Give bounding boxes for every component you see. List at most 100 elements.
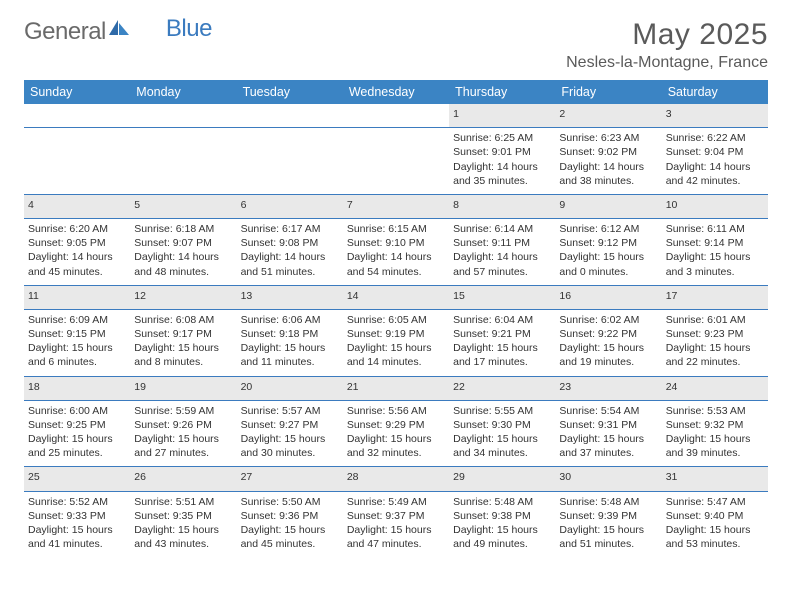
- day-number-cell: 24: [662, 376, 768, 400]
- day-detail-cell: Sunrise: 5:59 AMSunset: 9:26 PMDaylight:…: [130, 400, 236, 467]
- brand-logo: General Blue: [24, 18, 212, 46]
- daylight-text: Daylight: 15 hours and 19 minutes.: [559, 341, 657, 369]
- day-detail-cell: Sunrise: 5:49 AMSunset: 9:37 PMDaylight:…: [343, 491, 449, 557]
- daylight-text: Daylight: 14 hours and 48 minutes.: [134, 250, 232, 278]
- sunset-text: Sunset: 9:17 PM: [134, 327, 232, 341]
- sunrise-text: Sunrise: 6:00 AM: [28, 404, 126, 418]
- day-detail-cell: Sunrise: 6:08 AMSunset: 9:17 PMDaylight:…: [130, 309, 236, 376]
- day-number-cell: 31: [662, 467, 768, 491]
- sunset-text: Sunset: 9:35 PM: [134, 509, 232, 523]
- sunset-text: Sunset: 9:22 PM: [559, 327, 657, 341]
- day-number-cell: 28: [343, 467, 449, 491]
- sunrise-text: Sunrise: 6:08 AM: [134, 313, 232, 327]
- sunrise-text: Sunrise: 6:11 AM: [666, 222, 764, 236]
- day-detail-cell: Sunrise: 6:23 AMSunset: 9:02 PMDaylight:…: [555, 128, 661, 195]
- day-detail-cell: Sunrise: 6:04 AMSunset: 9:21 PMDaylight:…: [449, 309, 555, 376]
- sunset-text: Sunset: 9:05 PM: [28, 236, 126, 250]
- sunrise-text: Sunrise: 6:14 AM: [453, 222, 551, 236]
- daylight-text: Daylight: 15 hours and 49 minutes.: [453, 523, 551, 551]
- daynum-row: 45678910: [24, 194, 768, 218]
- sunset-text: Sunset: 9:11 PM: [453, 236, 551, 250]
- sunrise-text: Sunrise: 6:15 AM: [347, 222, 445, 236]
- day-number-cell: 22: [449, 376, 555, 400]
- sunset-text: Sunset: 9:19 PM: [347, 327, 445, 341]
- sunset-text: Sunset: 9:40 PM: [666, 509, 764, 523]
- sunrise-text: Sunrise: 5:54 AM: [559, 404, 657, 418]
- sunrise-text: Sunrise: 5:48 AM: [559, 495, 657, 509]
- day-number-cell: 8: [449, 194, 555, 218]
- day-number-cell: 21: [343, 376, 449, 400]
- daynum-row: 25262728293031: [24, 467, 768, 491]
- daylight-text: Daylight: 15 hours and 32 minutes.: [347, 432, 445, 460]
- day-detail-cell: Sunrise: 6:02 AMSunset: 9:22 PMDaylight:…: [555, 309, 661, 376]
- daylight-text: Daylight: 14 hours and 54 minutes.: [347, 250, 445, 278]
- daylight-text: Daylight: 15 hours and 34 minutes.: [453, 432, 551, 460]
- day-detail-cell: [343, 128, 449, 195]
- day-detail-cell: Sunrise: 5:48 AMSunset: 9:39 PMDaylight:…: [555, 491, 661, 557]
- sunset-text: Sunset: 9:18 PM: [241, 327, 339, 341]
- day-number-cell: 1: [449, 104, 555, 128]
- day-number-cell: 4: [24, 194, 130, 218]
- daylight-text: Daylight: 15 hours and 14 minutes.: [347, 341, 445, 369]
- daylight-text: Daylight: 15 hours and 47 minutes.: [347, 523, 445, 551]
- sunset-text: Sunset: 9:30 PM: [453, 418, 551, 432]
- weekday-header: Saturday: [662, 80, 768, 104]
- sunset-text: Sunset: 9:02 PM: [559, 145, 657, 159]
- sunset-text: Sunset: 9:25 PM: [28, 418, 126, 432]
- brand-name-part1: General: [24, 18, 106, 46]
- sunset-text: Sunset: 9:39 PM: [559, 509, 657, 523]
- day-detail-cell: Sunrise: 6:11 AMSunset: 9:14 PMDaylight:…: [662, 219, 768, 286]
- sunrise-text: Sunrise: 6:05 AM: [347, 313, 445, 327]
- day-number-cell: 18: [24, 376, 130, 400]
- detail-row: Sunrise: 6:25 AMSunset: 9:01 PMDaylight:…: [24, 128, 768, 195]
- detail-row: Sunrise: 6:09 AMSunset: 9:15 PMDaylight:…: [24, 309, 768, 376]
- day-number-cell: 3: [662, 104, 768, 128]
- day-number-cell: 25: [24, 467, 130, 491]
- weekday-header: Thursday: [449, 80, 555, 104]
- sunrise-text: Sunrise: 6:12 AM: [559, 222, 657, 236]
- daylight-text: Daylight: 14 hours and 42 minutes.: [666, 160, 764, 188]
- day-number-cell: 6: [237, 194, 343, 218]
- day-detail-cell: Sunrise: 5:47 AMSunset: 9:40 PMDaylight:…: [662, 491, 768, 557]
- day-detail-cell: Sunrise: 6:22 AMSunset: 9:04 PMDaylight:…: [662, 128, 768, 195]
- sunrise-text: Sunrise: 6:17 AM: [241, 222, 339, 236]
- day-detail-cell: Sunrise: 6:17 AMSunset: 9:08 PMDaylight:…: [237, 219, 343, 286]
- day-number-cell: 23: [555, 376, 661, 400]
- header: General Blue May 2025 Nesles-la-Montagne…: [24, 18, 768, 72]
- day-number-cell: 30: [555, 467, 661, 491]
- sunset-text: Sunset: 9:32 PM: [666, 418, 764, 432]
- day-detail-cell: Sunrise: 6:14 AMSunset: 9:11 PMDaylight:…: [449, 219, 555, 286]
- sunrise-text: Sunrise: 6:25 AM: [453, 131, 551, 145]
- daylight-text: Daylight: 14 hours and 38 minutes.: [559, 160, 657, 188]
- daylight-text: Daylight: 15 hours and 0 minutes.: [559, 250, 657, 278]
- day-number-cell: 27: [237, 467, 343, 491]
- sunrise-text: Sunrise: 6:04 AM: [453, 313, 551, 327]
- weekday-header: Sunday: [24, 80, 130, 104]
- daylight-text: Daylight: 15 hours and 37 minutes.: [559, 432, 657, 460]
- detail-row: Sunrise: 5:52 AMSunset: 9:33 PMDaylight:…: [24, 491, 768, 557]
- day-number-cell: [343, 104, 449, 128]
- daylight-text: Daylight: 15 hours and 53 minutes.: [666, 523, 764, 551]
- sunset-text: Sunset: 9:33 PM: [28, 509, 126, 523]
- day-detail-cell: Sunrise: 6:12 AMSunset: 9:12 PMDaylight:…: [555, 219, 661, 286]
- sunrise-text: Sunrise: 5:48 AM: [453, 495, 551, 509]
- sunset-text: Sunset: 9:15 PM: [28, 327, 126, 341]
- sunrise-text: Sunrise: 6:18 AM: [134, 222, 232, 236]
- daylight-text: Daylight: 15 hours and 17 minutes.: [453, 341, 551, 369]
- sunset-text: Sunset: 9:14 PM: [666, 236, 764, 250]
- flag-icon: [108, 17, 130, 45]
- location-label: Nesles-la-Montagne, France: [566, 54, 768, 72]
- daynum-row: 18192021222324: [24, 376, 768, 400]
- day-detail-cell: Sunrise: 6:00 AMSunset: 9:25 PMDaylight:…: [24, 400, 130, 467]
- sunrise-text: Sunrise: 6:20 AM: [28, 222, 126, 236]
- calendar-table: Sunday Monday Tuesday Wednesday Thursday…: [24, 80, 768, 557]
- calendar-page: General Blue May 2025 Nesles-la-Montagne…: [0, 0, 792, 569]
- sunset-text: Sunset: 9:37 PM: [347, 509, 445, 523]
- weekday-header-row: Sunday Monday Tuesday Wednesday Thursday…: [24, 80, 768, 104]
- daylight-text: Daylight: 15 hours and 25 minutes.: [28, 432, 126, 460]
- sunrise-text: Sunrise: 5:56 AM: [347, 404, 445, 418]
- daylight-text: Daylight: 15 hours and 22 minutes.: [666, 341, 764, 369]
- day-number-cell: 9: [555, 194, 661, 218]
- sunset-text: Sunset: 9:31 PM: [559, 418, 657, 432]
- day-number-cell: 12: [130, 285, 236, 309]
